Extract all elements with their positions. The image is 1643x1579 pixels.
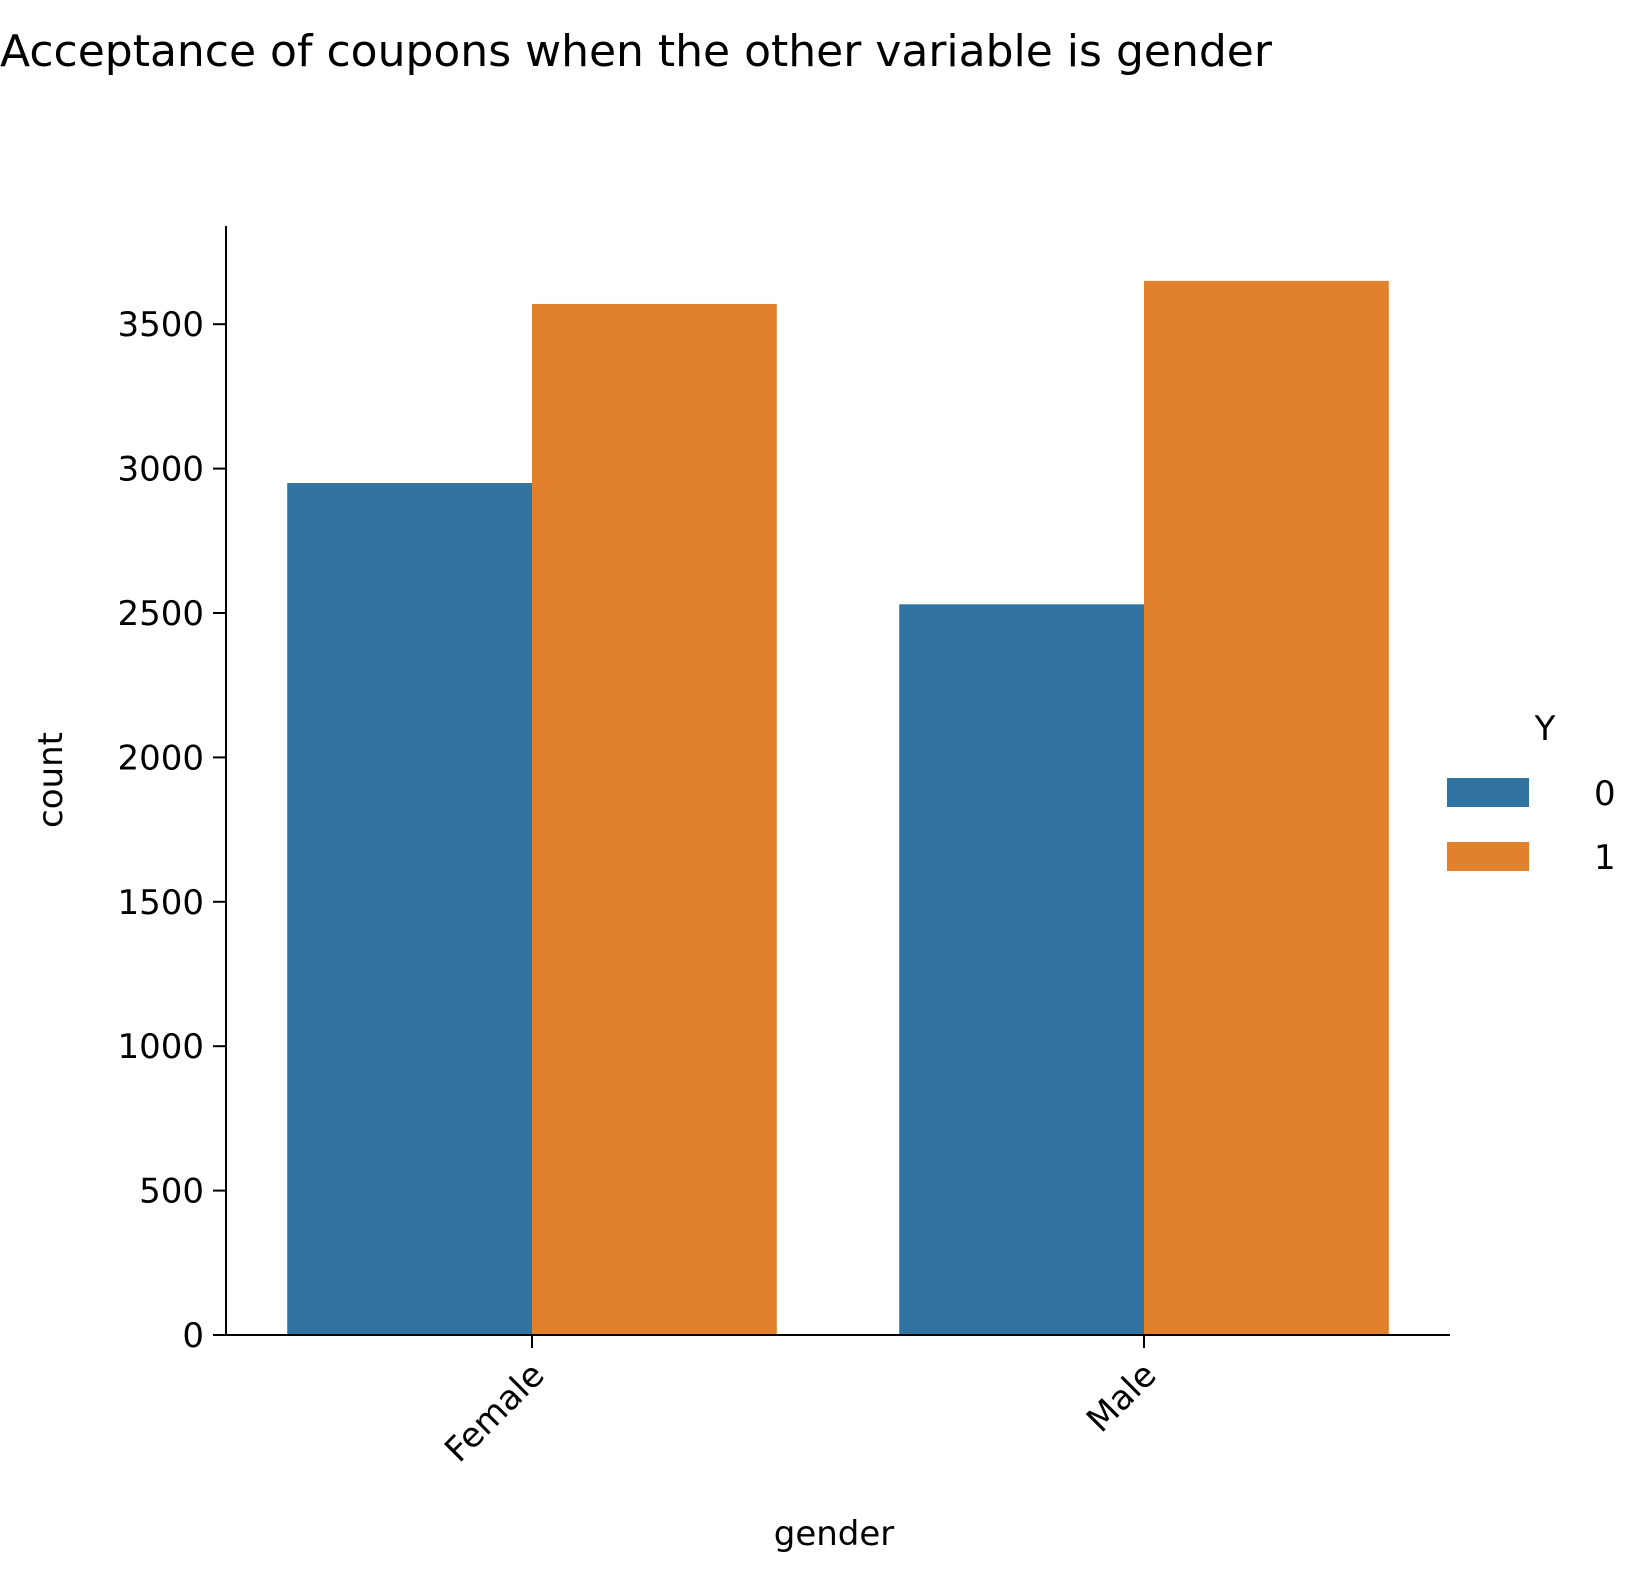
legend: Y 0 1 (1447, 709, 1616, 878)
x-tick-label-male: Male (1079, 1355, 1164, 1440)
bar-female-y1 (532, 303, 777, 1335)
y-tick-label: 3000 (117, 450, 204, 490)
y-tick-label: 2000 (117, 738, 204, 778)
y-tick-label: 2500 (117, 594, 204, 634)
y-tick-label: 1000 (117, 1027, 204, 1067)
x-tick-label-female: Female (437, 1355, 552, 1470)
bar-male-y0 (899, 604, 1144, 1335)
legend-label-0: 0 (1594, 774, 1616, 814)
bar-male-y1 (1144, 280, 1389, 1335)
bars-group (287, 280, 1389, 1336)
y-tick-label: 0 (182, 1316, 204, 1356)
legend-label-1: 1 (1594, 838, 1616, 878)
chart-title: Acceptance of coupons when the other var… (0, 26, 1272, 77)
bar-female-y0 (287, 483, 532, 1336)
x-axis-label: gender (774, 1514, 895, 1554)
axes-group (225, 226, 1450, 1336)
x-ticks-group: Female Male (437, 1335, 1164, 1470)
y-ticks-group: 0 500 1000 1500 2000 2500 3000 3500 (117, 305, 226, 1356)
y-tick-label: 3500 (117, 305, 204, 345)
legend-swatch-0 (1447, 778, 1529, 807)
y-tick-label: 500 (139, 1172, 204, 1212)
legend-title: Y (1534, 709, 1556, 749)
legend-swatch-1 (1447, 842, 1529, 871)
y-axis-label: count (31, 732, 71, 828)
y-tick-label: 1500 (117, 883, 204, 923)
